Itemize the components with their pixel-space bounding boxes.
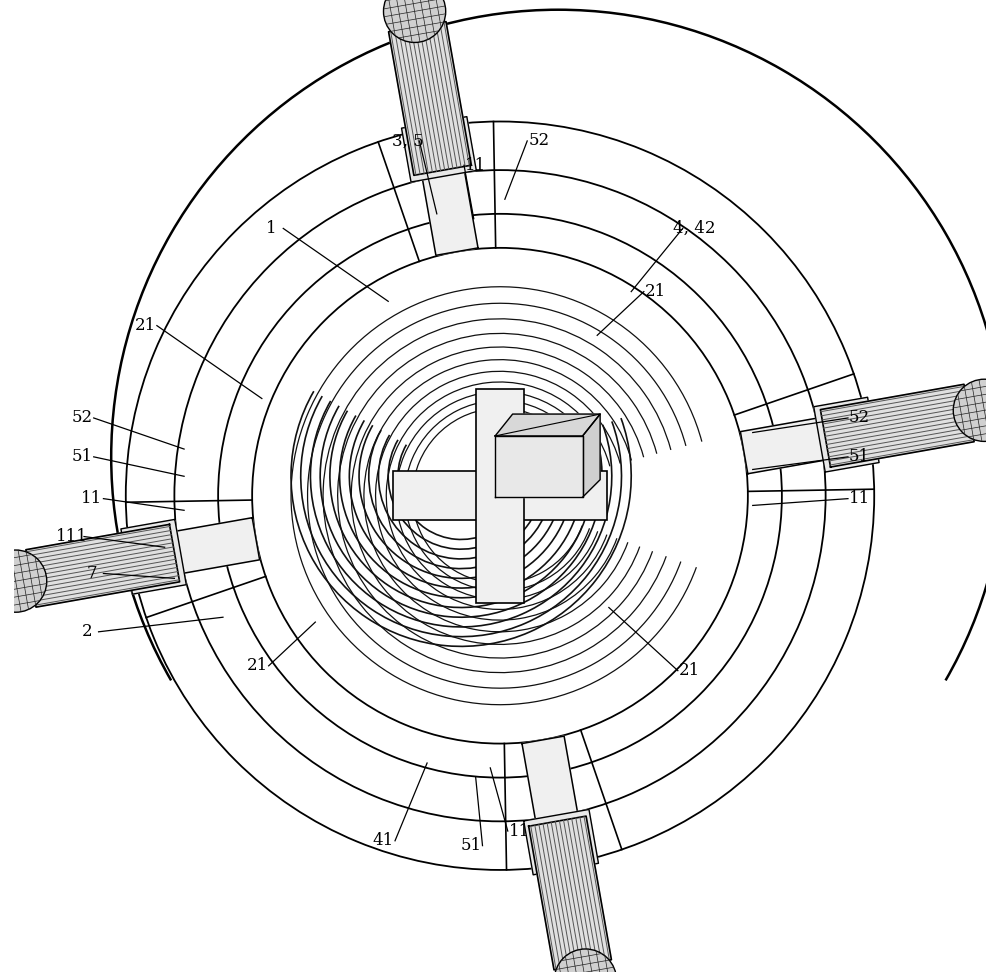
Text: 51: 51	[849, 448, 870, 466]
Polygon shape	[740, 394, 963, 473]
Text: 41: 41	[373, 832, 394, 850]
Text: 11: 11	[509, 822, 530, 840]
FancyBboxPatch shape	[393, 471, 607, 520]
Text: 11: 11	[81, 490, 102, 507]
Text: 52: 52	[528, 132, 549, 150]
Polygon shape	[398, 32, 478, 256]
Text: 2: 2	[82, 623, 92, 641]
Polygon shape	[495, 435, 583, 497]
Polygon shape	[121, 519, 186, 594]
Polygon shape	[529, 816, 611, 970]
Polygon shape	[814, 398, 879, 472]
Text: 51: 51	[460, 837, 481, 854]
Text: 21: 21	[135, 317, 156, 334]
Circle shape	[953, 379, 1000, 441]
Polygon shape	[522, 736, 602, 959]
Text: 52: 52	[71, 409, 93, 427]
Text: 51: 51	[71, 448, 93, 466]
Text: 7: 7	[86, 565, 97, 582]
Polygon shape	[37, 518, 260, 598]
Text: 11: 11	[465, 156, 486, 174]
Text: 111: 111	[56, 528, 88, 545]
Polygon shape	[402, 117, 476, 182]
Polygon shape	[524, 810, 598, 875]
Text: 4, 42: 4, 42	[673, 220, 716, 237]
Text: 21: 21	[679, 662, 700, 679]
Text: 52: 52	[849, 409, 870, 427]
Text: 21: 21	[246, 657, 268, 675]
FancyBboxPatch shape	[476, 389, 524, 603]
Polygon shape	[26, 524, 180, 608]
Polygon shape	[495, 414, 600, 435]
Polygon shape	[389, 21, 471, 175]
Text: 1: 1	[266, 220, 277, 237]
Circle shape	[383, 0, 446, 43]
Circle shape	[0, 550, 47, 612]
Polygon shape	[820, 384, 974, 468]
Polygon shape	[583, 414, 600, 497]
Circle shape	[554, 949, 617, 972]
Text: 11: 11	[849, 490, 870, 507]
Text: 21: 21	[645, 283, 666, 300]
Text: 3, 5: 3, 5	[392, 132, 424, 150]
